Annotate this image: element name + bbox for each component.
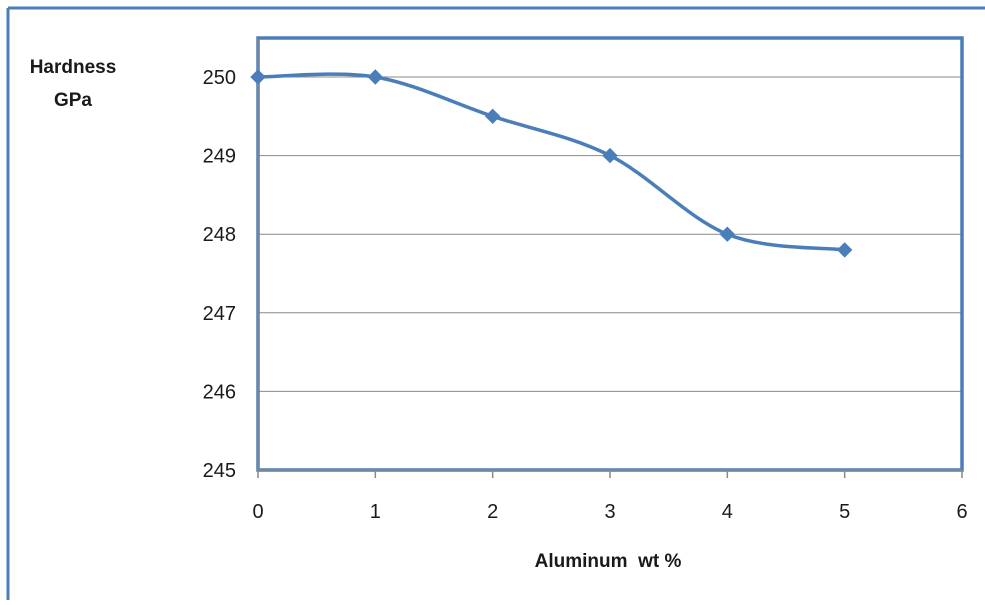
y-axis-title-line-1: Hardness — [30, 57, 117, 78]
y-tick-label: 249 — [203, 146, 236, 168]
y-axis-title-line-2: GPa — [54, 90, 92, 111]
x-tick-marks — [257, 470, 963, 478]
series — [250, 69, 853, 258]
data-point-marker — [602, 147, 618, 164]
plot-area-frame — [256, 36, 964, 472]
y-tick-label: 245 — [203, 460, 236, 482]
data-point-marker — [367, 69, 384, 85]
gridlines — [258, 76, 962, 392]
x-axis-title: Aluminum wt % — [535, 551, 682, 572]
data-point-marker — [484, 108, 501, 125]
x-tick-label: 2 — [487, 501, 498, 523]
data-point-marker — [250, 69, 266, 85]
series-line-0 — [256, 72, 847, 252]
y-tick-label: 246 — [203, 381, 236, 403]
data-point-marker — [719, 226, 736, 242]
x-tick-label: 3 — [604, 501, 615, 523]
y-tick-label: 248 — [203, 224, 236, 246]
y-tick-label: 247 — [203, 303, 236, 325]
x-tick-label: 0 — [252, 501, 263, 523]
x-tick-label: 4 — [722, 501, 733, 523]
y-tick-label: 250 — [203, 67, 236, 89]
y-tick-labels: 245 246 247 248 249 250 — [203, 67, 236, 482]
x-tick-label: 6 — [956, 501, 967, 523]
x-tick-label: 1 — [370, 501, 381, 523]
x-tick-label: 5 — [839, 501, 850, 523]
x-tick-labels: 0 1 2 3 4 5 6 — [252, 501, 967, 523]
data-point-marker — [836, 242, 853, 258]
